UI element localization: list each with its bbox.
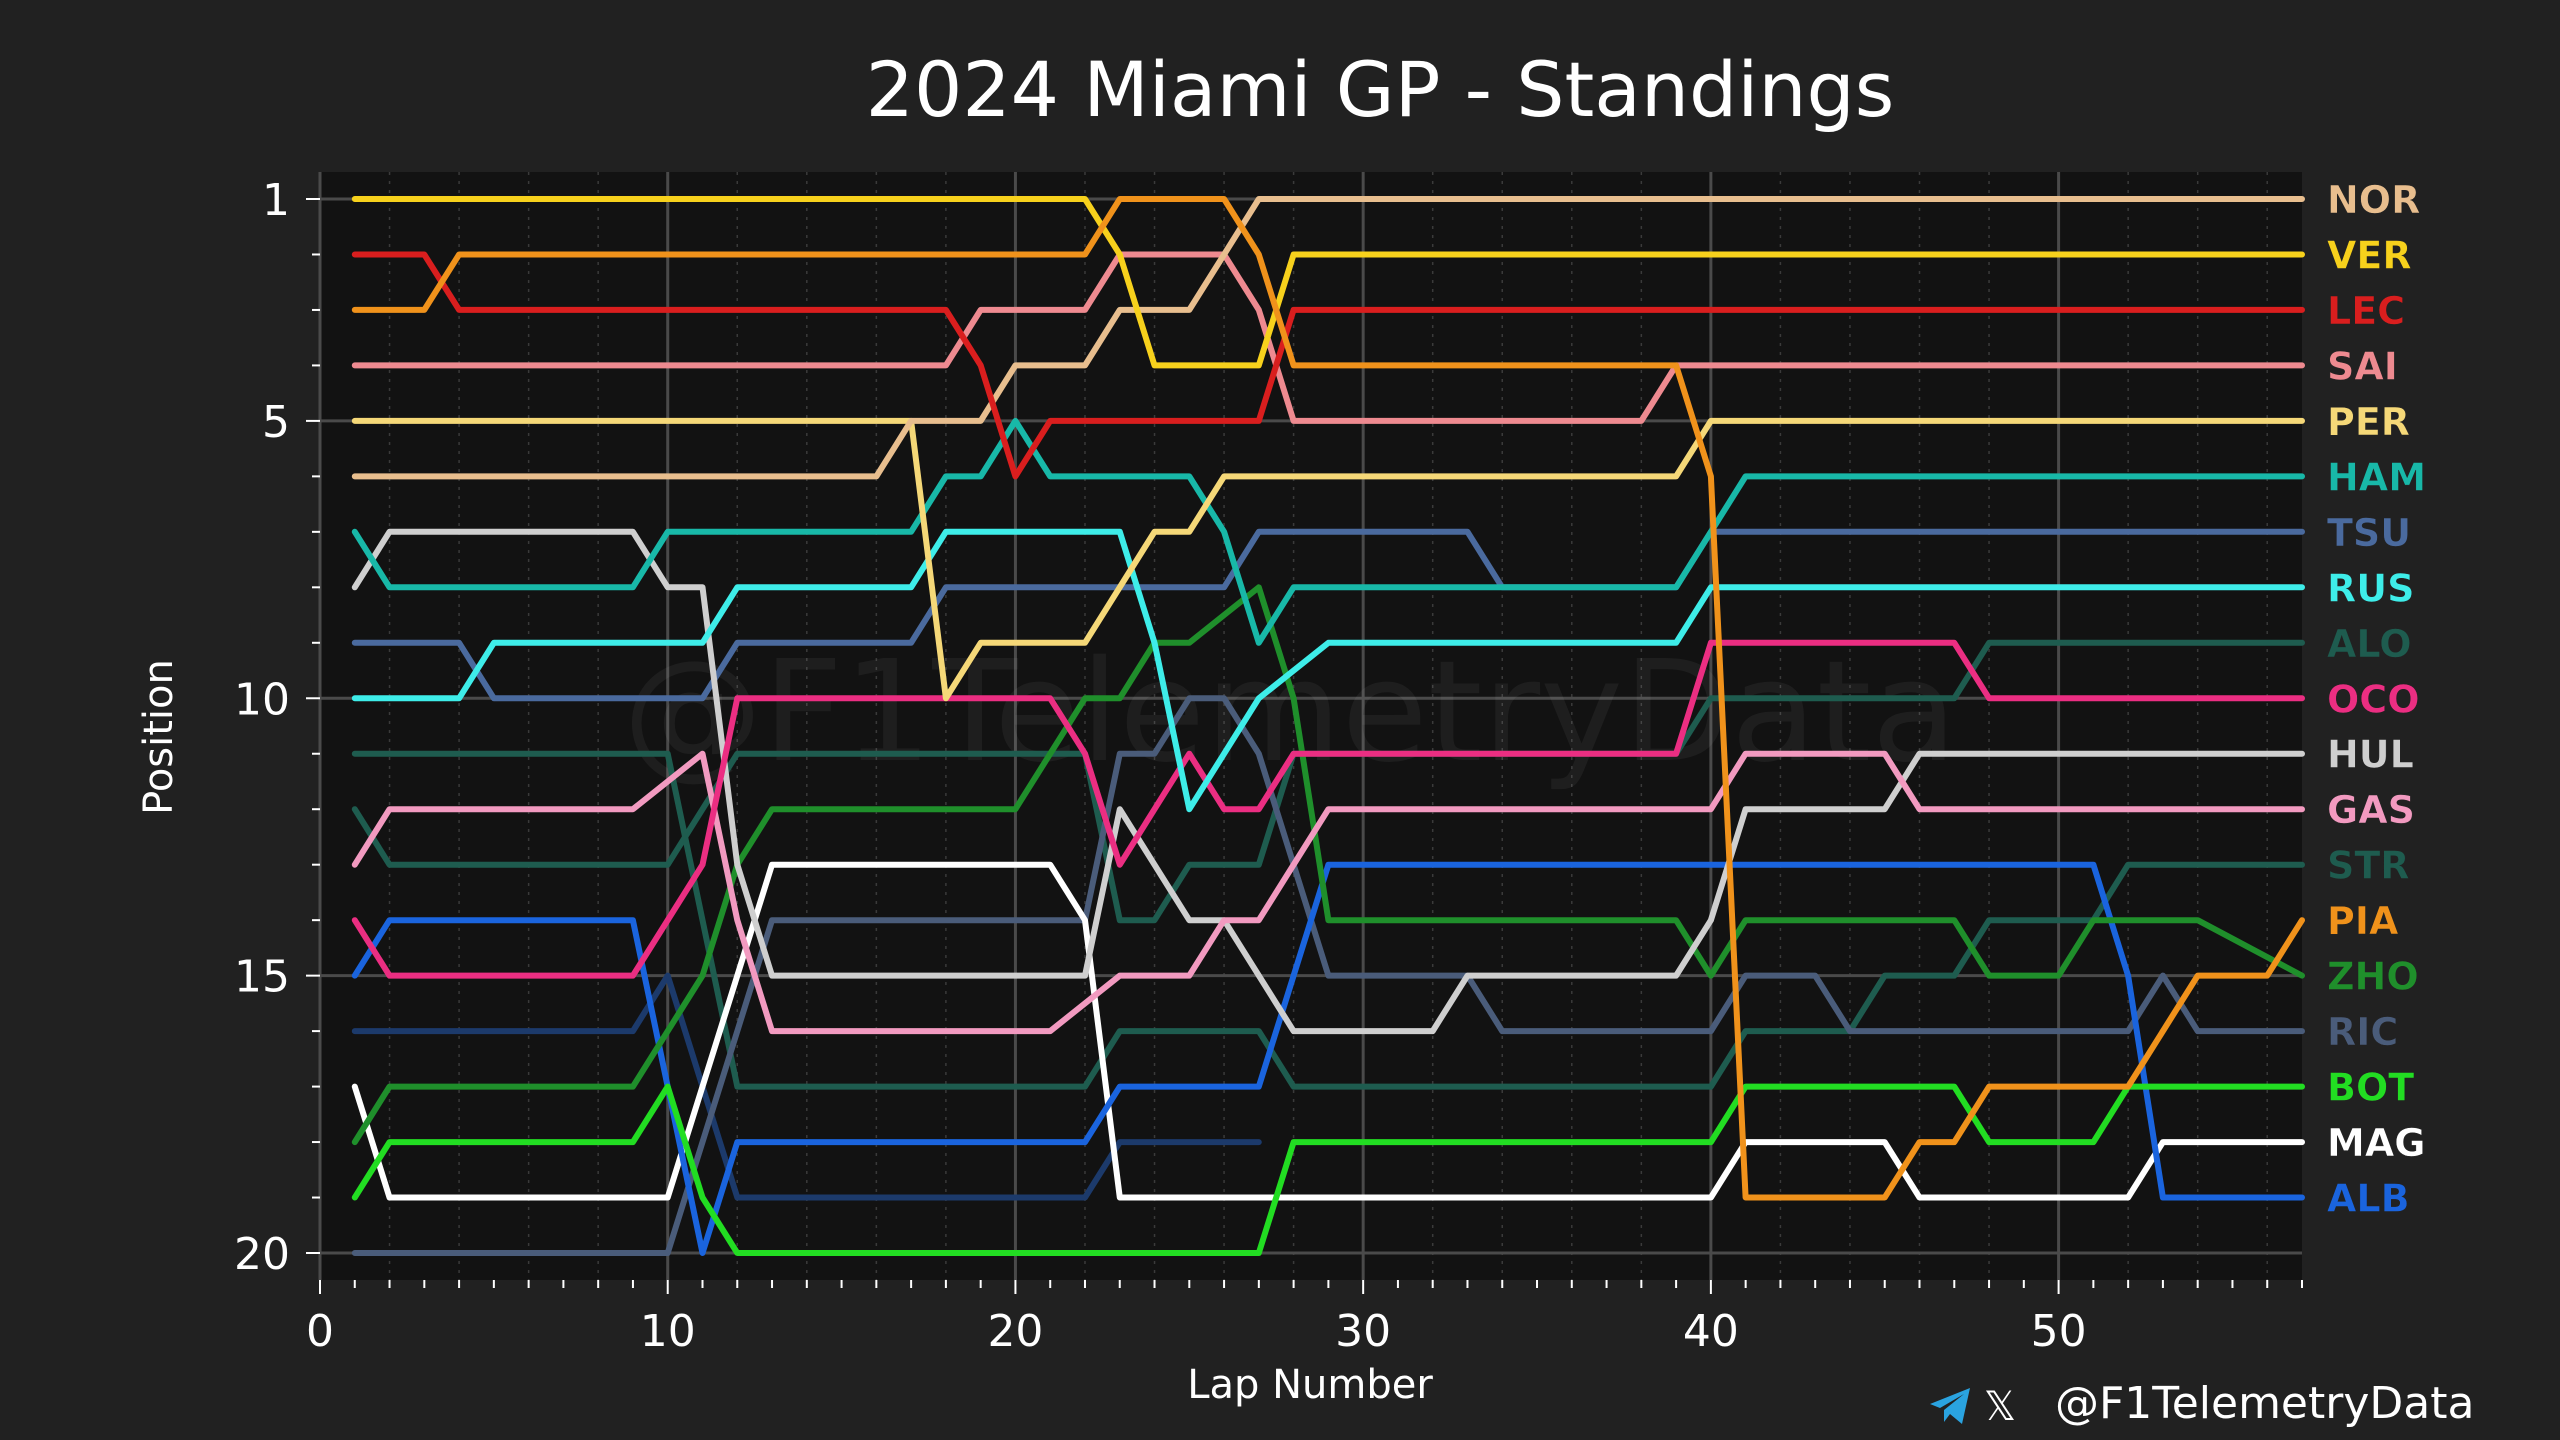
legend-label-alb: ALB [2327, 1177, 2410, 1221]
legend-label-pia: PIA [2327, 899, 2399, 943]
footer-handle: @F1TelemetryData [2055, 1378, 2474, 1429]
legend-label-str: STR [2327, 844, 2410, 888]
y-tick-label: 20 [234, 1229, 290, 1280]
y-tick-label: 5 [262, 397, 290, 448]
y-tick-label: 1 [262, 175, 290, 226]
series-line-ver [351, 196, 2305, 369]
legend-label-oco: OCO [2327, 677, 2420, 721]
legend: NOR VER LEC SAI PER HAM TSU RUS ALO OCO HUL GAS STR P… [2327, 178, 2427, 1221]
plot-background [320, 172, 2302, 1280]
series-line-rus [351, 528, 2305, 813]
legend-label-nor: NOR [2327, 178, 2420, 222]
legend-label-bot: BOT [2327, 1066, 2414, 1110]
legend-label-hul: HUL [2327, 733, 2414, 777]
y-tick-label: 15 [234, 952, 290, 1003]
series-line-alo [351, 750, 2305, 1090]
y-tick-label: 10 [234, 674, 290, 725]
footer-credit: 𝕏 @F1TelemetryData [1930, 1378, 2474, 1430]
legend-label-ric: RIC [2327, 1010, 2398, 1054]
series-line-oco [351, 639, 2305, 979]
x-axis-label: Lap Number [1187, 1362, 1433, 1408]
series-line-bot [351, 1083, 2305, 1256]
series-line-zho [351, 584, 2305, 1146]
legend-label-lec: LEC [2327, 289, 2405, 333]
telegram-icon [1930, 1388, 1970, 1424]
y-axis-label: Position [136, 659, 182, 815]
series-lines [351, 196, 2305, 1256]
x-tick-label: 10 [640, 1306, 696, 1357]
legend-label-per: PER [2327, 400, 2410, 444]
series-line-alb [351, 861, 2305, 1256]
legend-label-gas: GAS [2327, 788, 2415, 832]
chart-title: 2024 Miami GP - Standings [866, 45, 1895, 134]
series-line-ric [351, 972, 1262, 1201]
legend-label-ham: HAM [2327, 455, 2426, 499]
series-line-str [351, 639, 2305, 924]
legend-label-tsu: TSU [2327, 511, 2411, 555]
x-tick-label: 40 [1683, 1306, 1739, 1357]
series-line-mag [351, 861, 2305, 1201]
legend-label-sai: SAI [2327, 344, 2398, 388]
legend-label-zho: ZHO [2327, 955, 2419, 999]
x-tick-label: 50 [2031, 1306, 2087, 1357]
series-line-nor [351, 196, 2305, 480]
series-line-hul [351, 528, 2305, 1035]
series-line-gas [351, 750, 2305, 1035]
series-line-ham [351, 417, 2305, 646]
legend-label-ver: VER [2327, 233, 2412, 277]
x-tick-label: 20 [987, 1306, 1043, 1357]
legend-label-mag: MAG [2327, 1121, 2425, 1165]
legend-label-rus: RUS [2327, 566, 2415, 610]
x-logo-icon: 𝕏 [1984, 1384, 2016, 1430]
x-tick-label: 0 [306, 1306, 334, 1357]
x-tick-label: 30 [1335, 1306, 1391, 1357]
series-line-pia [351, 196, 2305, 1201]
legend-label-alo: ALO [2327, 622, 2412, 666]
